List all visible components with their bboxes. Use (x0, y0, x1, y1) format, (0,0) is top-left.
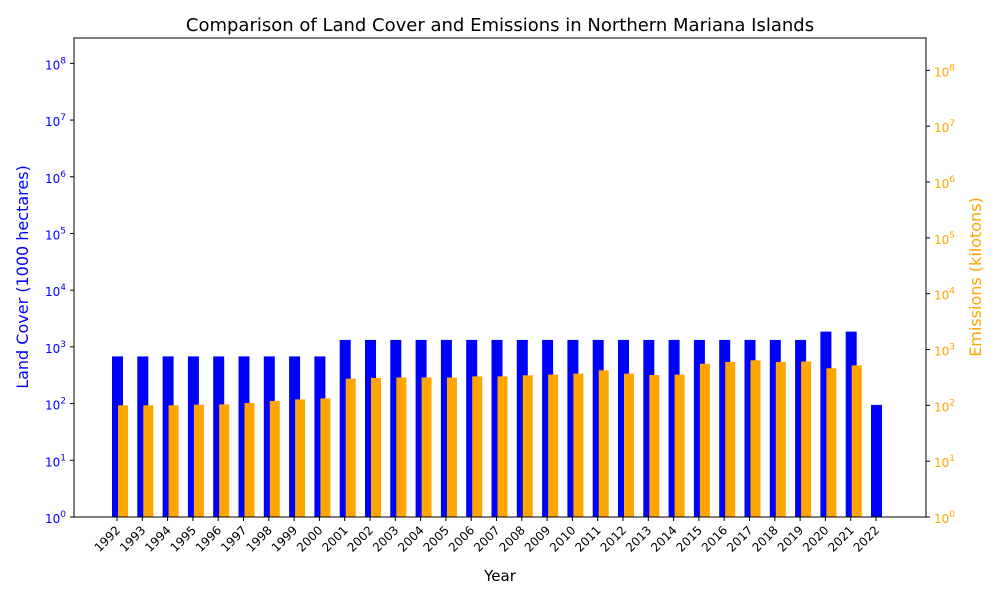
emissions-bar (826, 368, 837, 517)
land-cover-bar (365, 339, 376, 517)
land-cover-bar (213, 356, 225, 517)
emissions-bar (725, 361, 736, 517)
land-cover-bar (466, 339, 478, 517)
land-cover-bar (618, 339, 629, 517)
emissions-bar (269, 400, 280, 517)
left-y-axis-label: Land Cover (1000 hectares) (13, 165, 32, 389)
right-y-tick-label: 102 (934, 398, 955, 414)
emissions-bar (851, 365, 862, 517)
right-y-tick-label: 107 (934, 119, 955, 135)
land-cover-bar (668, 339, 680, 517)
emissions-bar (573, 373, 584, 517)
land-cover-bar (112, 356, 123, 517)
emissions-bar (598, 370, 609, 517)
land-cover-bar (137, 356, 149, 517)
land-cover-bar (314, 356, 326, 517)
emissions-bar (699, 363, 710, 517)
left-y-axis: 100 101 102 103 104 105 106 107 108 (45, 56, 74, 526)
right-y-axis: 100 101 102 103 104 105 106 107 108 (926, 63, 955, 526)
emissions-bar (775, 361, 786, 517)
emissions-bar (548, 374, 559, 517)
emissions-bar (649, 375, 660, 517)
land-cover-bars (112, 331, 882, 517)
emissions-bar (118, 405, 128, 517)
land-cover-bar (289, 356, 301, 517)
left-y-tick-label: 104 (45, 283, 66, 299)
land-cover-bar (415, 339, 427, 517)
land-cover-bar (187, 356, 199, 517)
emissions-bar (371, 377, 381, 517)
left-y-tick-label: 102 (45, 397, 66, 413)
land-cover-bar (238, 356, 250, 517)
right-y-tick-label: 103 (934, 343, 955, 359)
emissions-bar (168, 405, 179, 517)
land-cover-bar (871, 404, 882, 517)
left-y-tick-label: 105 (45, 226, 66, 242)
emissions-bar (143, 405, 154, 517)
left-y-tick-label: 101 (45, 453, 66, 469)
land-cover-bar (845, 331, 857, 517)
emissions-bar (674, 374, 685, 517)
right-y-axis-label: Emissions (kilotons) (966, 197, 985, 357)
right-y-tick-label: 106 (934, 175, 955, 191)
land-cover-bar (744, 339, 756, 517)
right-y-tick-label: 104 (934, 287, 955, 303)
emissions-bar (801, 361, 812, 517)
right-y-tick-label: 101 (934, 454, 955, 470)
left-y-tick-label: 107 (45, 113, 66, 129)
emissions-bar (345, 378, 356, 517)
emissions-bar (446, 377, 457, 517)
land-cover-bar (516, 339, 528, 517)
emissions-bar (522, 375, 533, 517)
emissions-bar (295, 399, 306, 517)
land-cover-bar (693, 339, 705, 517)
emissions-bar (497, 376, 508, 517)
land-cover-bar (592, 339, 604, 517)
left-y-tick-label: 103 (45, 340, 66, 356)
emissions-bar (624, 373, 634, 517)
right-y-tick-label: 108 (934, 63, 955, 79)
plot-frame (73, 37, 927, 518)
land-cover-bar (643, 339, 655, 517)
land-cover-bar (542, 339, 554, 517)
emissions-bar (219, 404, 230, 517)
emissions-bar (396, 377, 407, 517)
land-cover-bar (390, 339, 402, 517)
land-cover-bar (567, 339, 579, 517)
land-cover-bar (795, 339, 807, 517)
emissions-bar (421, 377, 432, 517)
emissions-bar (472, 376, 483, 517)
left-y-tick-label: 106 (45, 170, 66, 186)
land-cover-bar (162, 356, 174, 517)
land-cover-bar (719, 339, 731, 517)
emissions-bars (118, 360, 862, 517)
x-axis-label: Year (483, 567, 517, 585)
emissions-bar (244, 403, 255, 517)
land-cover-bar (491, 339, 503, 517)
left-y-tick-label: 100 (45, 510, 66, 526)
land-cover-bar (263, 356, 275, 517)
land-cover-bar (339, 339, 351, 517)
emissions-bar (193, 404, 204, 517)
emissions-bar (750, 360, 761, 517)
land-cover-bar (769, 339, 781, 517)
land-cover-bar (820, 331, 832, 517)
right-y-tick-label: 100 (934, 510, 955, 526)
chart-title: Comparison of Land Cover and Emissions i… (186, 15, 814, 36)
left-y-tick-label: 108 (45, 56, 66, 72)
emissions-bar (320, 398, 331, 517)
right-y-tick-label: 105 (934, 231, 955, 247)
land-cover-bar (440, 339, 452, 517)
